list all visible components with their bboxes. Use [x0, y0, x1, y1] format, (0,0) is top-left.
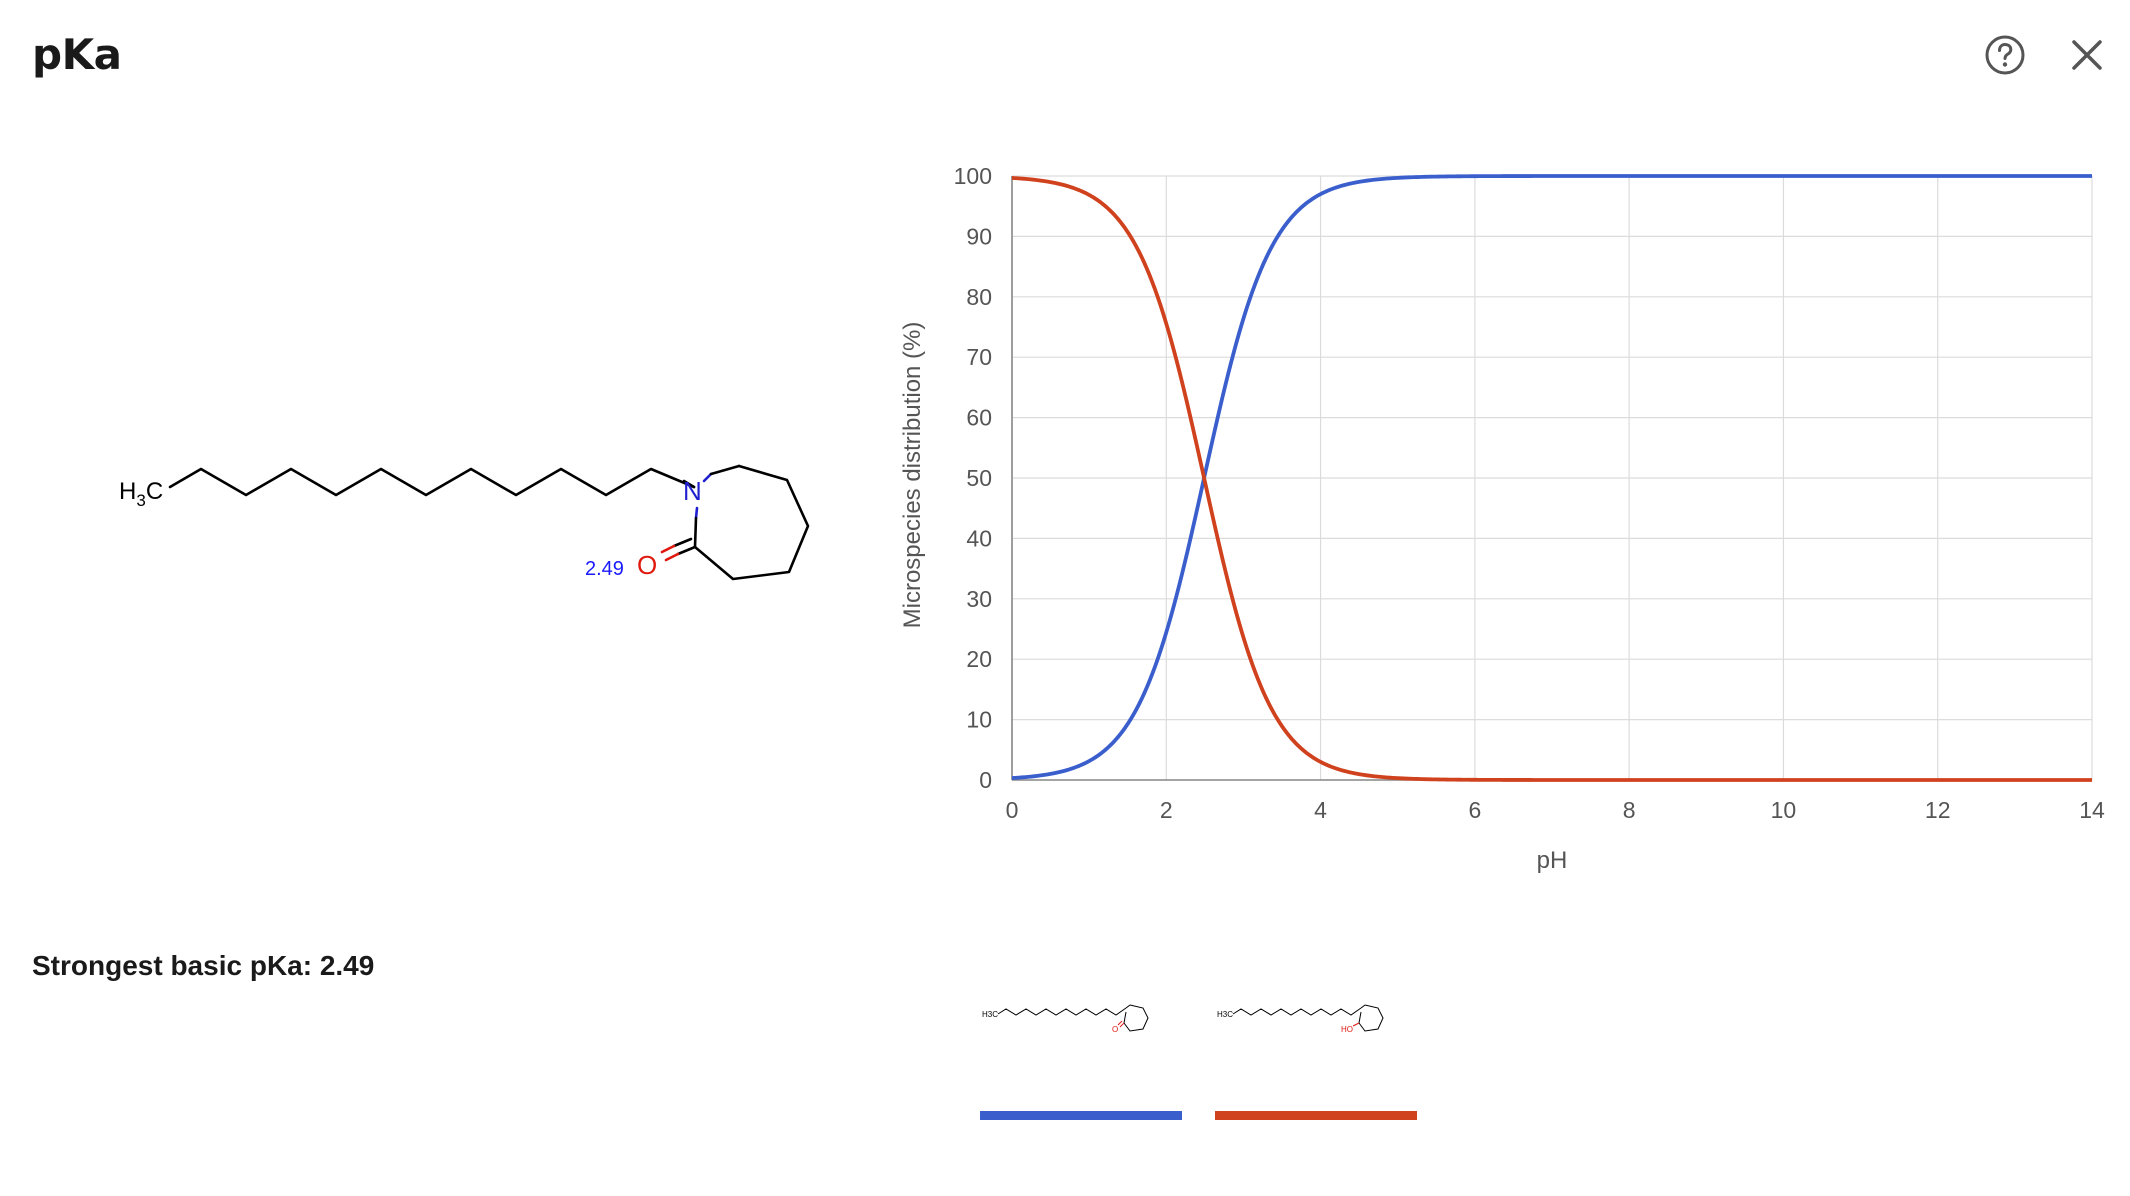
y-tick-label: 70: [966, 344, 992, 370]
series-line-1: [1011, 174, 2092, 780]
y-tick-label: 30: [966, 586, 992, 612]
page-title: pKa: [32, 30, 122, 79]
x-axis-label: pH: [1537, 847, 1568, 874]
nitrogen-label: N: [683, 476, 702, 506]
species-1-structure-thumbnail: H3C O: [982, 1004, 1149, 1034]
y-tick-label: 100: [954, 163, 992, 189]
pka-annotation: 2.49: [585, 558, 624, 580]
legend-swatch-blue: [980, 1111, 1182, 1120]
species-2-structure-thumbnail: H3C HO: [1217, 1004, 1384, 1034]
microspecies-distribution-chart: 0 2 4 6 8 10 12 14 0 10 20 30 40 50 60 70 80 90 100 pH Mi…: [899, 163, 2105, 874]
x-tick-label: 0: [1006, 797, 1019, 823]
x-tick-label: 4: [1314, 797, 1327, 823]
y-tick-label: 50: [966, 465, 992, 491]
strongest-basic-pka: Strongest basic pKa: 2.49: [32, 950, 375, 981]
y-axis-label: Microspecies distribution (%): [899, 322, 926, 629]
close-icon: [2072, 40, 2102, 70]
x-tick-label: 6: [1468, 797, 1481, 823]
svg-text:O: O: [1112, 1025, 1118, 1034]
help-circle-icon: [1985, 35, 2025, 75]
y-tick-labels: 0 10 20 30 40 50 60 70 80 90 100: [954, 163, 992, 793]
x-tick-label: 2: [1160, 797, 1173, 823]
x-tick-label: 8: [1623, 797, 1636, 823]
svg-text:H3C: H3C: [982, 1010, 998, 1019]
y-tick-label: 0: [979, 767, 992, 793]
legend-item-species-2[interactable]: H3C HO: [1215, 990, 1417, 1130]
help-button[interactable]: [1984, 34, 2026, 76]
chart-series: [1011, 174, 2092, 782]
x-tick-label: 14: [2079, 797, 2105, 823]
y-tick-label: 20: [966, 646, 992, 672]
legend-item-species-1[interactable]: H3C O: [980, 990, 1182, 1130]
carbonyl-bond: [660, 537, 697, 562]
x-tick-label: 10: [1771, 797, 1797, 823]
structure-bonds: [168, 464, 810, 581]
close-button[interactable]: [2066, 34, 2108, 76]
x-tick-labels: 0 2 4 6 8 10 12 14: [1006, 797, 2105, 823]
methyl-label: H3C: [119, 478, 163, 510]
molecule-structure: H3C N O 2.49: [119, 464, 810, 581]
x-tick-label: 12: [1925, 797, 1951, 823]
nitrogen-bonds: [682, 464, 741, 549]
legend-swatch-red: [1215, 1111, 1417, 1120]
oxygen-label: O: [637, 550, 657, 580]
series-line-2: [1011, 176, 2092, 782]
y-tick-label: 10: [966, 707, 992, 733]
svg-text:HO: HO: [1341, 1025, 1353, 1034]
y-tick-label: 40: [966, 525, 992, 551]
chart-grid: [1011, 175, 2093, 781]
y-tick-label: 80: [966, 284, 992, 310]
y-tick-label: 60: [966, 405, 992, 431]
svg-text:H3C: H3C: [1217, 1010, 1233, 1019]
y-tick-label: 90: [966, 223, 992, 249]
